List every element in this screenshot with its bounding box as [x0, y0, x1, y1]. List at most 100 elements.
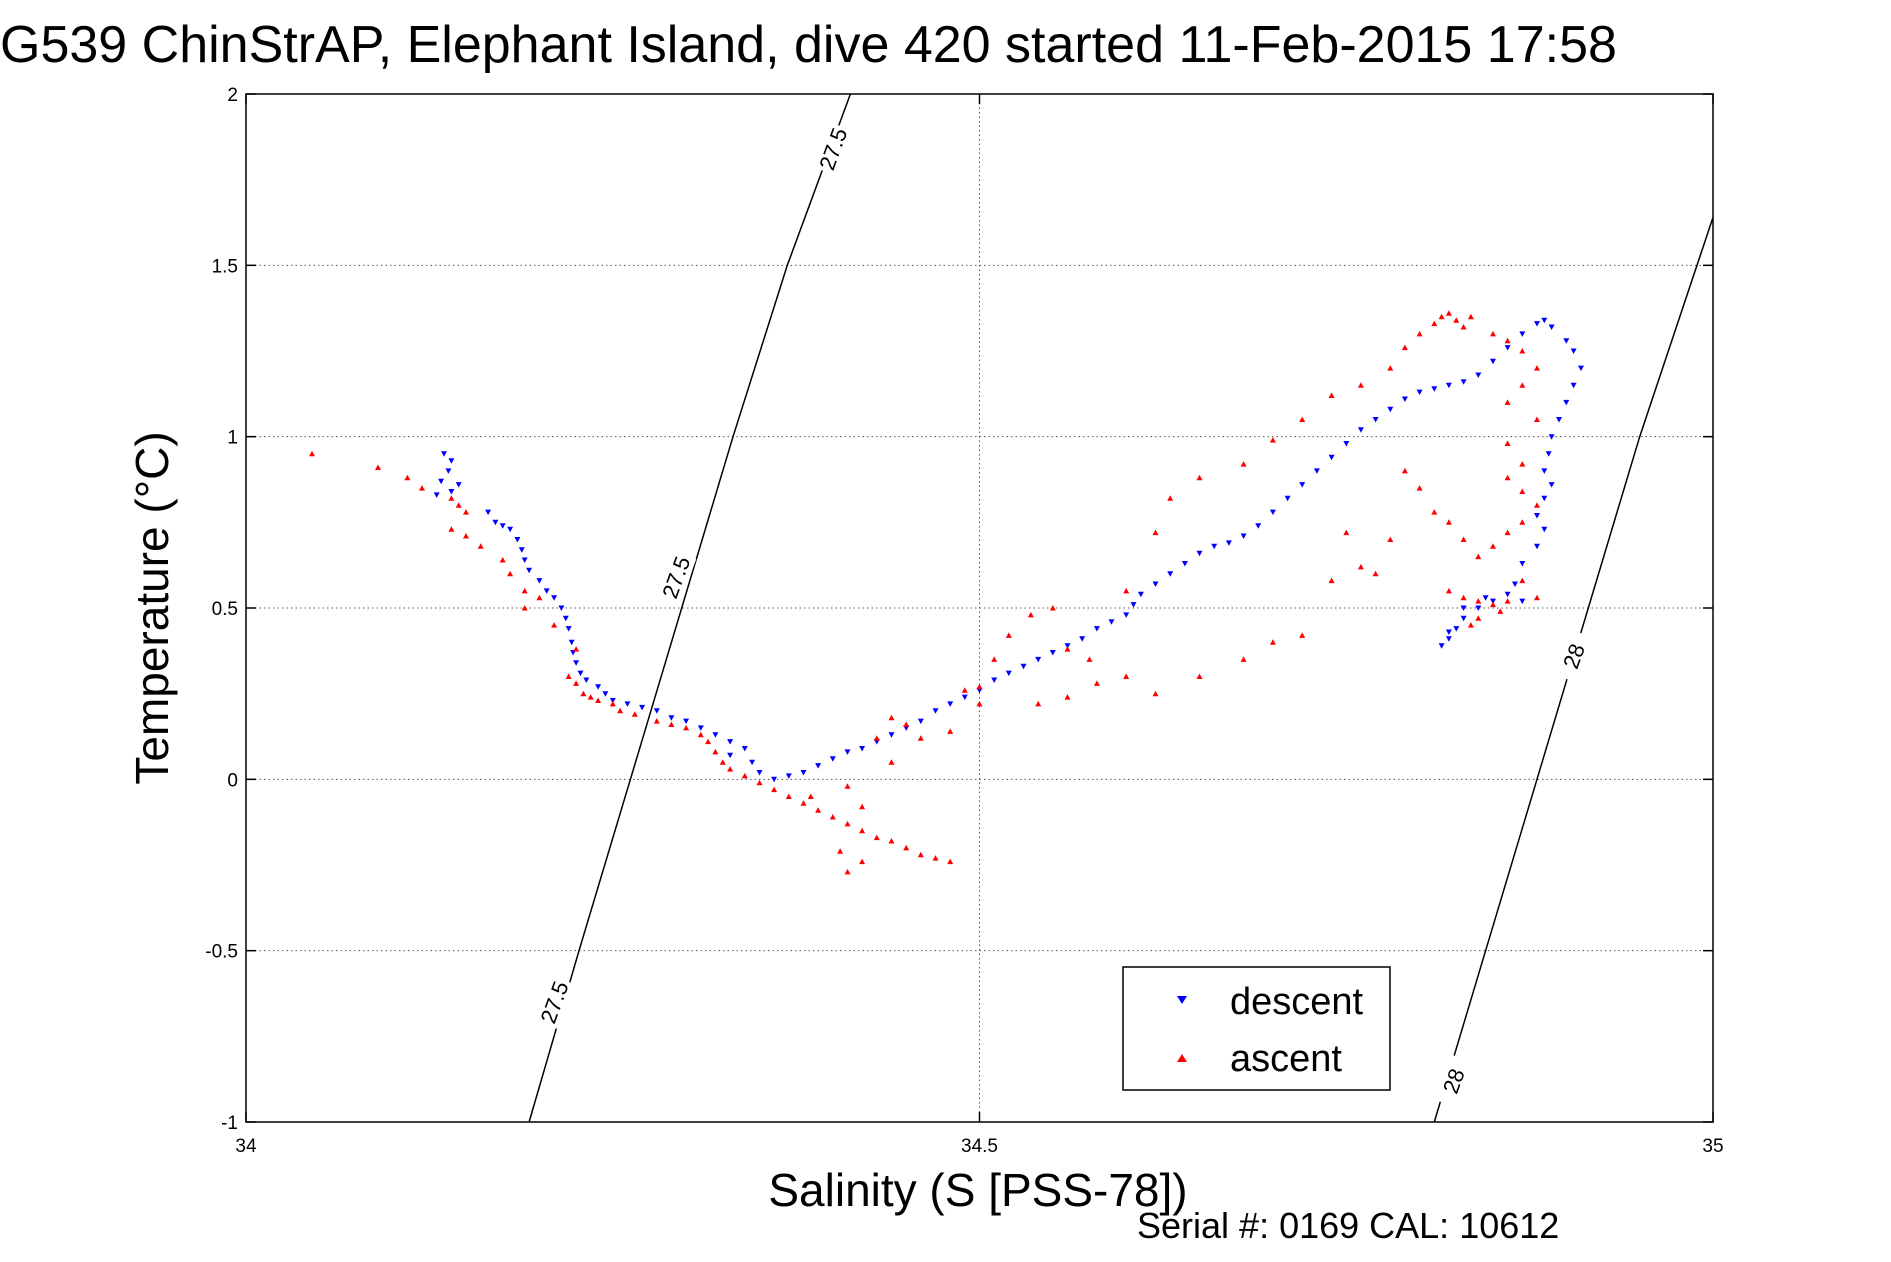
ascent-point: [1093, 680, 1100, 686]
descent-point: [668, 715, 675, 721]
descent-point: [815, 763, 822, 769]
ascent-point: [859, 827, 866, 834]
descent-point: [1445, 382, 1452, 389]
descent-point: [697, 725, 704, 731]
y-tick-label: 1.5: [212, 256, 238, 277]
ascent-point: [1497, 608, 1504, 614]
ascent-point: [1467, 313, 1474, 320]
ascent-point: [1064, 694, 1071, 700]
ascent-point: [1086, 656, 1093, 662]
ascent-point: [1460, 536, 1467, 542]
descent-point: [653, 708, 660, 714]
ascent-point: [1372, 570, 1379, 577]
ascent-point: [507, 570, 514, 577]
ascent-point: [903, 721, 910, 727]
descent-point: [1570, 348, 1577, 354]
descent-point: [1255, 523, 1262, 529]
descent-point: [1137, 591, 1144, 598]
descent-point: [558, 605, 565, 611]
descent-point: [1563, 399, 1570, 406]
ascent-point: [1445, 519, 1452, 525]
descent-point: [1431, 386, 1438, 392]
descent-point: [595, 684, 602, 690]
descent-point: [1343, 441, 1350, 447]
descent-point: [1181, 561, 1188, 567]
descent-point: [1548, 482, 1555, 488]
descent-point: [438, 478, 445, 485]
ascent-point: [1519, 461, 1526, 467]
descent-point: [1534, 321, 1540, 327]
ascent-point: [573, 646, 580, 652]
ascent-point: [697, 731, 704, 738]
ascent-point: [1519, 382, 1526, 388]
ascent-point: [551, 622, 558, 628]
descent-point: [1541, 317, 1548, 324]
ascent-point: [1401, 344, 1408, 351]
descent-point: [1357, 427, 1364, 433]
ascent-point: [536, 594, 543, 601]
descent-point: [1225, 540, 1232, 546]
ascent-point: [1504, 337, 1511, 344]
ascent-point: [1196, 673, 1203, 679]
ascent-point: [727, 766, 734, 772]
ascent-point: [815, 807, 822, 813]
ascent-point: [1519, 488, 1526, 494]
ascent-point: [1269, 639, 1276, 645]
ascent-point: [1269, 437, 1276, 443]
serial-calibration-text: Serial #: 0169 CAL: 10612: [1137, 1205, 1559, 1246]
descent-point: [741, 746, 748, 752]
ascent-point: [844, 868, 851, 875]
descent-point: [712, 732, 719, 738]
ascent-point: [991, 656, 998, 662]
descent-point: [1372, 417, 1379, 423]
ascent-point: [888, 838, 895, 844]
descent-point: [485, 509, 492, 516]
ascent-point: [844, 783, 851, 789]
descent-point: [1541, 526, 1548, 533]
descent-point: [448, 458, 455, 464]
isopycnal-label-background: [1432, 1053, 1474, 1108]
y-tick-label: -1: [221, 1113, 238, 1134]
legend-descent-marker: [1177, 996, 1187, 1004]
isopycnal-line-28: [1433, 217, 1713, 1122]
ascent-point: [807, 793, 814, 799]
ascent-point: [1152, 690, 1159, 697]
descent-point: [1093, 626, 1100, 632]
x-axis-label: Salinity (S [PSS-78]): [768, 1164, 1187, 1216]
descent-point: [1035, 656, 1042, 663]
ascent-point: [1445, 587, 1452, 594]
ascent-point: [1534, 594, 1540, 601]
ascent-point: [947, 858, 954, 865]
ascent-point: [448, 526, 455, 532]
descent-point: [1445, 636, 1452, 642]
ascent-point: [1387, 536, 1394, 542]
descent-point: [1438, 643, 1445, 649]
ascent-point: [1152, 529, 1159, 536]
ascent-point: [1534, 365, 1540, 371]
ascent-point: [419, 485, 425, 491]
descent-point: [536, 578, 543, 584]
ascent-point: [1490, 330, 1496, 337]
descent-point: [577, 670, 584, 677]
ascent-point: [1490, 543, 1496, 549]
ascent-point: [1416, 330, 1423, 337]
ascent-point: [455, 502, 462, 508]
ascent-point: [309, 450, 315, 457]
descent-point: [1570, 382, 1577, 389]
descent-point: [441, 451, 447, 457]
descent-point: [1387, 406, 1394, 413]
ascent-point: [932, 855, 939, 861]
ascent-point: [837, 848, 844, 854]
gridlines: [246, 94, 1713, 1122]
descent-point: [844, 749, 851, 755]
descent-point: [1005, 670, 1012, 677]
ascent-point: [1504, 474, 1511, 481]
descent-point: [829, 756, 836, 762]
ascent-point: [1240, 656, 1247, 662]
descent-point: [543, 588, 550, 594]
ascent-point: [859, 858, 866, 865]
ascent-point: [1299, 632, 1306, 638]
ascent-point: [1504, 529, 1511, 536]
descent-point: [1556, 417, 1562, 423]
descent-point: [1079, 636, 1086, 642]
